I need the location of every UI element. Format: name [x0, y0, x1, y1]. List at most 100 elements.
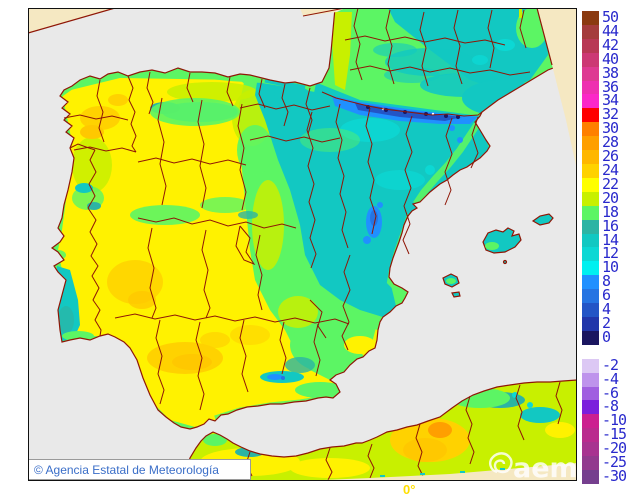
legend-swatch — [582, 191, 599, 206]
legend-value: -20 — [602, 439, 627, 458]
legend-value: 26 — [602, 147, 619, 166]
legend-swatch — [582, 275, 599, 290]
legend-value: 14 — [602, 230, 619, 249]
legend-entry: -15 — [582, 425, 628, 444]
legend-swatch — [582, 122, 599, 137]
legend-entry: -2 — [582, 355, 628, 374]
legend-swatch — [582, 316, 599, 331]
legend-value: 28 — [602, 133, 619, 152]
legend-entry: 24 — [582, 163, 628, 178]
legend-entry: 6 — [582, 286, 628, 305]
legend-value: -15 — [602, 425, 627, 444]
legend-value: 50 — [602, 8, 619, 26]
legend-swatch — [582, 289, 599, 304]
legend-entry: 10 — [582, 258, 628, 277]
legend-swatch — [582, 163, 599, 178]
legend-entry: 28 — [582, 133, 628, 152]
legend-value: -4 — [602, 369, 619, 388]
legend-value: 36 — [602, 77, 619, 96]
legend-value: -30 — [602, 467, 627, 485]
legend-entry: 4 — [582, 300, 628, 319]
legend-entry: 50 — [582, 8, 628, 26]
map-frame — [28, 8, 577, 481]
aemet-watermark: aemet — [489, 452, 609, 484]
legend-entry: -8 — [582, 397, 628, 416]
legend-swatch — [582, 330, 599, 345]
legend-value: 0 — [602, 327, 611, 346]
legend-swatch — [582, 24, 599, 39]
legend-value: -8 — [602, 397, 619, 416]
legend-swatch — [582, 358, 599, 373]
island-cabrera — [502, 259, 508, 265]
legend-entry: -4 — [582, 369, 628, 388]
legend-entry: 22 — [582, 176, 628, 192]
legend-entry: 0 — [582, 327, 628, 346]
temperature-legend: 50 44 42 40 38 36 34 32 30 28 26 24 22 20 18 16 14 12 10 8 6… — [582, 8, 628, 485]
legend-swatch — [582, 52, 599, 67]
legend-swatch — [582, 80, 599, 95]
legend-value: 10 — [602, 258, 619, 277]
legend-value: 18 — [602, 202, 619, 221]
legend-value: 38 — [602, 63, 619, 82]
legend-value: -25 — [602, 453, 627, 472]
legend-swatch — [582, 177, 599, 192]
legend-swatch — [582, 205, 599, 220]
legend-value: 16 — [602, 216, 619, 235]
legend-value: 34 — [602, 91, 619, 110]
out-of-domain-areas — [28, 8, 577, 481]
legend-swatch — [582, 247, 599, 262]
legend-entry: 36 — [582, 77, 628, 96]
legend-value: 20 — [602, 188, 619, 207]
legend-value: -6 — [602, 383, 619, 402]
legend-entry: 14 — [582, 230, 628, 249]
legend-value: 30 — [602, 119, 619, 138]
legend-entry: 32 — [582, 105, 628, 124]
legend-value: 4 — [602, 300, 611, 319]
legend-swatch — [582, 219, 599, 234]
legend-entry: 2 — [582, 313, 628, 332]
legend-swatch — [582, 233, 599, 248]
meridian-label: 0° — [403, 482, 416, 497]
legend-swatch — [582, 66, 599, 81]
aemet-watermark-text: aemet — [513, 453, 609, 484]
legend-value: 6 — [602, 286, 611, 305]
legend-swatch — [582, 470, 599, 484]
legend-entry: 40 — [582, 51, 628, 67]
legend-swatch — [582, 428, 599, 443]
legend-swatch — [582, 38, 599, 53]
legend-entry: 30 — [582, 119, 628, 138]
legend-value: 32 — [602, 105, 619, 124]
legend-entry: 42 — [582, 37, 628, 53]
aemet-spiral-icon — [489, 452, 513, 474]
legend-value: 12 — [602, 244, 619, 263]
legend-value: -2 — [602, 355, 619, 374]
legend-entry: -25 — [582, 453, 628, 472]
legend-entry: 8 — [582, 272, 628, 291]
legend-entry: 26 — [582, 147, 628, 166]
legend-entry: -6 — [582, 383, 628, 402]
legend-entry: -20 — [582, 439, 628, 458]
legend-swatch — [582, 386, 599, 401]
legend-swatch — [582, 400, 599, 415]
island-formentera — [451, 291, 461, 298]
legend-value: 8 — [602, 272, 611, 291]
legend-entry: -10 — [582, 411, 628, 430]
legend-entry: 20 — [582, 188, 628, 207]
legend-swatch — [582, 442, 599, 457]
legend-swatch — [582, 456, 599, 470]
legend-swatch — [582, 372, 599, 387]
legend-entry: -30 — [582, 467, 628, 485]
legend-swatch — [582, 150, 599, 164]
admin-borders — [63, 8, 563, 481]
legend-entry: 12 — [582, 244, 628, 263]
legend-value: -10 — [602, 411, 627, 430]
legend-entry: 18 — [582, 202, 628, 221]
attribution-text: © Agencia Estatal de Meteorología — [34, 462, 219, 477]
legend-entry: 38 — [582, 63, 628, 82]
legend-swatch — [582, 261, 599, 276]
legend-value: 2 — [602, 313, 611, 332]
legend-entry: 44 — [582, 23, 628, 39]
attribution-box: © Agencia Estatal de Meteorología — [29, 459, 251, 480]
